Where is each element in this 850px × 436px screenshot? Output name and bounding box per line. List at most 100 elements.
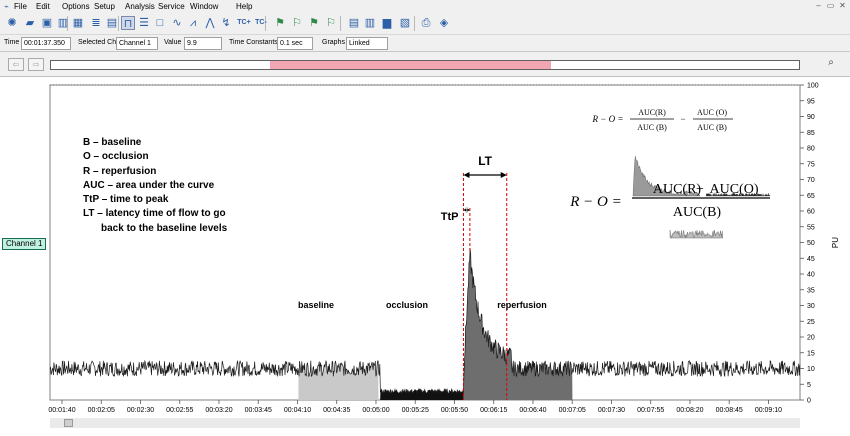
arrow-wave-icon[interactable]: ↯ <box>221 17 231 29</box>
bar-stats-icon[interactable]: ▆ <box>382 17 392 29</box>
meter-icon[interactable]: ✺ <box>7 17 17 29</box>
back-arrow-icon[interactable]: ⇦ <box>8 58 24 71</box>
x-tick-label: 00:07:05 <box>559 407 586 414</box>
equation-large-auc-o: AUC(O) <box>710 182 759 197</box>
toolbar-separator <box>118 16 119 31</box>
menu-setup[interactable]: Setup <box>94 2 115 11</box>
flag-icon[interactable]: ⚑ <box>275 17 285 29</box>
auc-r-thumbnail <box>632 156 701 197</box>
selected-channel-field[interactable]: Channel 1 <box>116 37 158 50</box>
y-tick-label: 95 <box>807 98 815 105</box>
binoculars-icon[interactable]: ⌕ <box>828 57 834 68</box>
time-constants-field[interactable]: 0.1 sec <box>277 37 313 50</box>
toolbar-separator <box>265 16 266 31</box>
x-tick-label: 00:07:55 <box>637 407 664 414</box>
flag-right-icon[interactable]: ⚑ <box>309 17 319 29</box>
y-tick-label: 65 <box>807 193 815 200</box>
menu-options[interactable]: Options <box>62 2 90 11</box>
legend-item: R – reperfusion <box>83 165 157 177</box>
ttp-arrowheads <box>463 207 470 213</box>
selected-channel-label: Selected Ch <box>78 39 117 46</box>
stack-view-icon[interactable]: ≣ <box>91 17 101 29</box>
y-axis-label: PU <box>831 237 840 248</box>
menu-edit[interactable]: Edit <box>36 2 50 11</box>
equation-large-minus: − <box>696 182 704 197</box>
forward-arrow-icon[interactable]: ⇨ <box>28 58 44 71</box>
value-field[interactable]: 9.9 <box>184 37 222 50</box>
single-view-icon[interactable]: ▤ <box>106 17 118 29</box>
y-tick-label: 80 <box>807 146 815 153</box>
menu-service[interactable]: Service <box>158 2 185 11</box>
x-tick-label: 00:03:45 <box>245 407 272 414</box>
toolbar-separator <box>67 16 68 31</box>
tc-minus-icon[interactable]: TC- <box>255 19 267 26</box>
menu-analysis[interactable]: Analysis <box>125 2 155 11</box>
time-constants-label: Time Constants <box>229 39 278 46</box>
report-icon[interactable]: ▤ <box>348 17 360 29</box>
menu-file[interactable]: File <box>14 2 27 11</box>
x-tick-label: 00:09:10 <box>755 407 782 414</box>
signal-line <box>49 248 801 395</box>
y-tick-label: 25 <box>807 319 815 326</box>
graphs-field[interactable]: Linked <box>346 37 388 50</box>
equation-small-auc-b: AUC (B) <box>637 123 667 132</box>
horizontal-scrollbar[interactable] <box>50 418 800 428</box>
list-icon[interactable]: ☰ <box>139 17 149 29</box>
x-tick-label: 00:03:20 <box>205 407 232 414</box>
channel-1-label[interactable]: Channel 1 <box>2 238 47 250</box>
wave-icon[interactable]: ∿ <box>172 17 182 29</box>
scrollbar-thumb[interactable] <box>64 419 73 427</box>
flag-left-icon[interactable]: ⚐ <box>292 17 302 29</box>
time-label: Time <box>4 39 20 46</box>
overview-selection[interactable] <box>270 61 551 69</box>
toolbar: ✺ ▰ ▣ ▥ ▦ ≣ ▤ ⊓ ☰ □ ∿ ⩘ ⋀ ↯ TC+ TC- ⚑ ⚐ ⚑ ⚐ ▤ ▥ ▆ ▧ ⎙ ◈ <box>0 13 850 35</box>
print-icon[interactable]: ⎙ <box>421 17 431 29</box>
info-bar: Time 00:01:37.350 Selected Ch Channel 1 … <box>0 35 850 52</box>
y-tick-label: 30 <box>807 303 815 310</box>
y-tick-label: 50 <box>807 240 815 247</box>
plot-frame <box>49 84 801 401</box>
window-icon[interactable]: □ <box>156 17 164 29</box>
mark-icon[interactable]: ⊓ <box>121 16 135 30</box>
overview-scrollbar[interactable] <box>50 60 800 70</box>
y-tick-label: 10 <box>807 366 815 373</box>
menu-window[interactable]: Window <box>190 2 219 11</box>
menu-help[interactable]: Help <box>236 2 253 11</box>
time-field[interactable]: 00:01:37.350 <box>21 37 71 50</box>
waveform-icon[interactable]: ⩘ <box>189 17 197 29</box>
signal-chart: 0 5 10 15 20 25 30 35 40 45 50 55 60 65 70 75 80 85 90 95 10… <box>48 83 840 415</box>
plot-area: 0 5 10 15 20 25 30 35 40 45 50 55 60 65 70 75 80 85 90 95 10… <box>0 78 850 436</box>
legend-item: O – occlusion <box>83 151 149 163</box>
lt-label: LT <box>478 154 492 168</box>
x-tick-label: 00:05:25 <box>402 407 429 414</box>
y-tick-label: 85 <box>807 130 815 137</box>
reperfusion-label: reperfusion <box>497 300 547 310</box>
chart-icon[interactable]: ▥ <box>57 17 69 29</box>
tc-plus-icon[interactable]: TC+ <box>237 19 251 26</box>
equation-large-auc-b: AUC(B) <box>673 205 722 220</box>
graph-icon[interactable]: ▧ <box>399 17 411 29</box>
y-tick-label: 55 <box>807 224 815 231</box>
toolbar-separator <box>340 16 341 31</box>
minimize-icon[interactable]: – <box>816 1 821 10</box>
peak-icon[interactable]: ⋀ <box>205 17 215 29</box>
y-tick-label: 100 <box>807 83 819 90</box>
restore-icon[interactable]: ▭ <box>826 1 835 10</box>
equation-small-auc-o: AUC (O) <box>697 108 727 117</box>
occlusion-label: occlusion <box>386 300 428 310</box>
folder-icon[interactable]: ▰ <box>25 17 35 29</box>
legend-item: TtP – time to peak <box>83 194 169 206</box>
flag-edit-icon[interactable]: ⚐ <box>326 17 336 29</box>
stats-icon[interactable]: ▥ <box>364 17 376 29</box>
y-tick-label: 70 <box>807 177 815 184</box>
y-tick-label: 15 <box>807 350 815 357</box>
export-icon[interactable]: ◈ <box>439 17 449 29</box>
y-tick-label: 90 <box>807 114 815 121</box>
grid-icon[interactable]: ▦ <box>72 17 84 29</box>
save-icon[interactable]: ▣ <box>41 17 53 29</box>
y-tick-label: 35 <box>807 287 815 294</box>
y-tick-label: 60 <box>807 209 815 216</box>
close-icon[interactable]: ✕ <box>839 1 846 10</box>
legend-item: LT – latency time of flow to go <box>83 208 226 220</box>
menu-bar: ⌁ File Edit Options Setup Analysis Service Wind… <box>0 0 850 13</box>
